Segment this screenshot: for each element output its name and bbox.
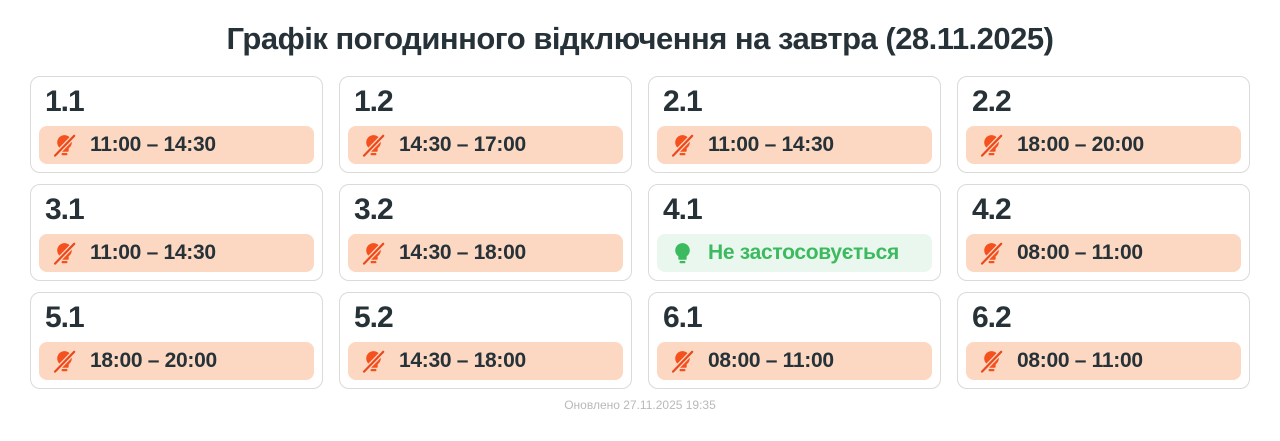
status-badge: Не застосовується bbox=[657, 234, 932, 272]
schedule-grid: 1.1 11:00 – 14:30 1.2 bbox=[30, 76, 1250, 389]
group-id: 3.1 bbox=[45, 193, 85, 226]
group-card-3.1: 3.1 11:00 – 14:30 bbox=[30, 184, 323, 281]
lightbulb-off-icon bbox=[670, 349, 695, 374]
group-id: 1.1 bbox=[45, 85, 85, 118]
group-card-6.2: 6.2 08:00 – 11:00 bbox=[957, 292, 1250, 389]
status-badge: 08:00 – 11:00 bbox=[966, 234, 1241, 272]
group-card-2.1: 2.1 11:00 – 14:30 bbox=[648, 76, 941, 173]
status-label: 18:00 – 20:00 bbox=[90, 349, 217, 372]
status-badge: 11:00 – 14:30 bbox=[39, 234, 314, 272]
lightbulb-off-icon bbox=[52, 241, 77, 266]
status-badge: 11:00 – 14:30 bbox=[657, 126, 932, 164]
status-badge: 18:00 – 20:00 bbox=[966, 126, 1241, 164]
status-label: 14:30 – 18:00 bbox=[399, 349, 526, 372]
group-card-5.2: 5.2 14:30 – 18:00 bbox=[339, 292, 632, 389]
group-id: 6.2 bbox=[972, 301, 1012, 334]
group-id: 2.2 bbox=[972, 85, 1012, 118]
status-label: 11:00 – 14:30 bbox=[90, 133, 216, 156]
lightbulb-off-icon bbox=[979, 133, 1004, 158]
group-card-4.1: 4.1 Не застосовується bbox=[648, 184, 941, 281]
status-label: Не застосовується bbox=[708, 241, 899, 264]
status-badge: 14:30 – 18:00 bbox=[348, 234, 623, 272]
group-id: 1.2 bbox=[354, 85, 394, 118]
group-card-5.1: 5.1 18:00 – 20:00 bbox=[30, 292, 323, 389]
status-label: 11:00 – 14:30 bbox=[90, 241, 216, 264]
group-id: 3.2 bbox=[354, 193, 394, 226]
lightbulb-off-icon bbox=[52, 349, 77, 374]
lightbulb-off-icon bbox=[361, 241, 386, 266]
group-id: 5.2 bbox=[354, 301, 394, 334]
group-card-6.1: 6.1 08:00 – 11:00 bbox=[648, 292, 941, 389]
status-label: 14:30 – 17:00 bbox=[399, 133, 526, 156]
lightbulb-off-icon bbox=[670, 133, 695, 158]
status-badge: 08:00 – 11:00 bbox=[966, 342, 1241, 380]
status-badge: 14:30 – 17:00 bbox=[348, 126, 623, 164]
status-label: 18:00 – 20:00 bbox=[1017, 133, 1144, 156]
status-badge: 08:00 – 11:00 bbox=[657, 342, 932, 380]
status-label: 14:30 – 18:00 bbox=[399, 241, 526, 264]
status-badge: 18:00 – 20:00 bbox=[39, 342, 314, 380]
group-card-4.2: 4.2 08:00 – 11:00 bbox=[957, 184, 1250, 281]
status-label: 08:00 – 11:00 bbox=[1017, 349, 1143, 372]
group-card-1.2: 1.2 14:30 – 17:00 bbox=[339, 76, 632, 173]
group-id: 2.1 bbox=[663, 85, 703, 118]
group-id: 6.1 bbox=[663, 301, 703, 334]
status-badge: 11:00 – 14:30 bbox=[39, 126, 314, 164]
group-card-3.2: 3.2 14:30 – 18:00 bbox=[339, 184, 632, 281]
group-card-2.2: 2.2 18:00 – 20:00 bbox=[957, 76, 1250, 173]
lightbulb-off-icon bbox=[979, 349, 1004, 374]
group-id: 4.2 bbox=[972, 193, 1012, 226]
status-badge: 14:30 – 18:00 bbox=[348, 342, 623, 380]
lightbulb-off-icon bbox=[361, 349, 386, 374]
lightbulb-on-icon bbox=[670, 241, 695, 266]
page-title: Графік погодинного відключення на завтра… bbox=[226, 21, 1054, 56]
group-id: 4.1 bbox=[663, 193, 703, 226]
lightbulb-off-icon bbox=[361, 133, 386, 158]
group-card-1.1: 1.1 11:00 – 14:30 bbox=[30, 76, 323, 173]
lightbulb-off-icon bbox=[979, 241, 1004, 266]
status-label: 11:00 – 14:30 bbox=[708, 133, 834, 156]
updated-timestamp: Оновлено 27.11.2025 19:35 bbox=[564, 398, 716, 412]
status-label: 08:00 – 11:00 bbox=[1017, 241, 1143, 264]
group-id: 5.1 bbox=[45, 301, 85, 334]
status-label: 08:00 – 11:00 bbox=[708, 349, 834, 372]
lightbulb-off-icon bbox=[52, 133, 77, 158]
